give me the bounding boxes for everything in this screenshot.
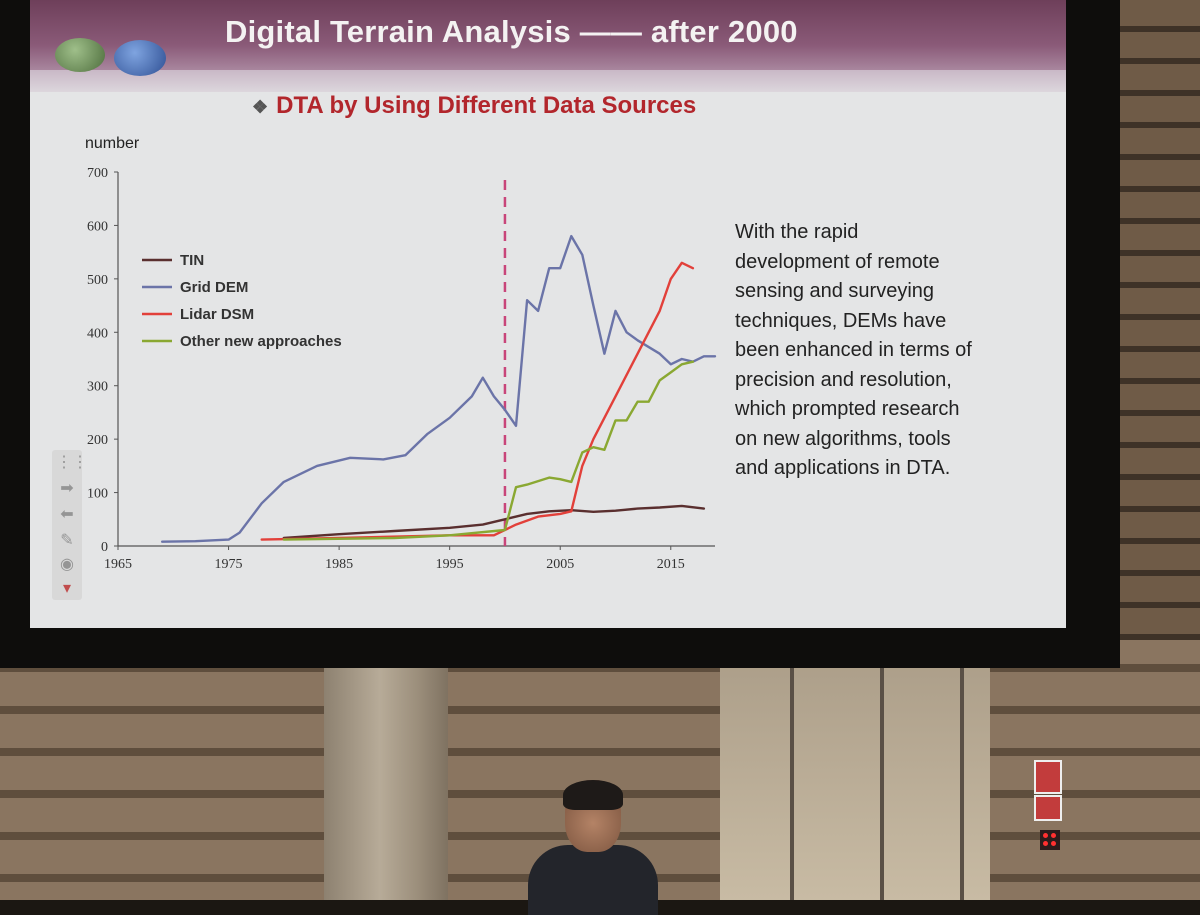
alarm-panel (1040, 830, 1060, 850)
y-tick-label: 0 (101, 540, 108, 555)
y-tick-label: 600 (87, 219, 108, 234)
y-tick-label: 400 (87, 326, 108, 341)
projection-screen: Digital Terrain Analysis —— after 2000 ❖… (0, 0, 1120, 668)
x-tick-label: 1985 (325, 557, 353, 572)
legend-label: Lidar DSM (180, 306, 254, 323)
x-tick-label: 1965 (104, 557, 132, 572)
series-line-tin (282, 504, 706, 540)
pillar (324, 650, 448, 900)
camera-icon[interactable]: ◉ (60, 556, 74, 573)
slide-title: Digital Terrain Analysis —— after 2000 (225, 14, 798, 49)
description-line: which prompted research (735, 398, 960, 420)
glass-frame (960, 630, 964, 900)
speaker-hair (563, 780, 623, 810)
legend-label: TIN (180, 252, 204, 269)
green-oval-logo (55, 38, 105, 72)
glass-frame (880, 630, 884, 900)
description-line: been enhanced in terms of (735, 339, 972, 361)
menu-grid-icon[interactable]: ⋮⋮ (56, 454, 88, 471)
series-line-grid-dem (160, 234, 717, 543)
legend-label: Other new approaches (180, 333, 342, 350)
glass-partition (720, 630, 990, 900)
y-tick-label: 100 (87, 487, 108, 502)
slide: Digital Terrain Analysis —— after 2000 ❖… (30, 0, 1066, 628)
series-line-other-new-approaches (282, 360, 695, 541)
x-tick-label: 2015 (657, 557, 685, 572)
x-tick-label: 2005 (546, 557, 574, 572)
y-tick-label: 700 (87, 166, 108, 181)
legend-label: Grid DEM (180, 279, 248, 296)
description-line: techniques, DEMs have (735, 309, 947, 332)
x-tick-label: 1995 (436, 557, 464, 572)
slide-subtitle: ❖ DTA by Using Different Data Sources (252, 92, 696, 120)
description-line: With the rapid (735, 221, 859, 243)
subtitle-text: DTA by Using Different Data Sources (276, 92, 697, 119)
glass-frame (790, 630, 794, 900)
fire-alarm-sign (1034, 795, 1062, 821)
slideshow-toolbar[interactable]: ⋮⋮ ➡ ⬅ ✎ ◉ ▾ (52, 450, 88, 600)
y-tick-label: 300 (87, 380, 108, 395)
description-line: and applications in DTA. (735, 457, 951, 479)
y-tick-label: 500 (87, 273, 108, 288)
next-arrow-icon[interactable]: ➡ (60, 480, 74, 497)
pen-icon[interactable]: ✎ (60, 532, 74, 549)
title-band-fade (30, 70, 1066, 92)
blue-oval-logo (114, 40, 166, 76)
description-line: precision and resolution, (735, 368, 952, 391)
prev-arrow-icon[interactable]: ⬅ (60, 506, 74, 523)
bullet-icon: ❖ (252, 97, 269, 117)
description-text: With the rapid development of remote sensi… (735, 218, 1055, 484)
y-axis-title: number (85, 135, 140, 152)
description-line: development of remote (735, 250, 940, 273)
fire-alarm-sign (1034, 760, 1062, 794)
series-line-lidar-dsm (260, 261, 695, 541)
description-line: sensing and surveying (735, 280, 935, 302)
title-band (30, 0, 1066, 82)
y-tick-label: 200 (87, 433, 108, 448)
x-tick-label: 1975 (215, 557, 243, 572)
description-line: on new algorithms, tools (735, 427, 951, 450)
speaker-body (528, 845, 658, 915)
dropdown-icon[interactable]: ▾ (62, 580, 72, 597)
chart: number 0 100 200 300 400 500 600 700 1965 1975 198… (85, 135, 717, 572)
